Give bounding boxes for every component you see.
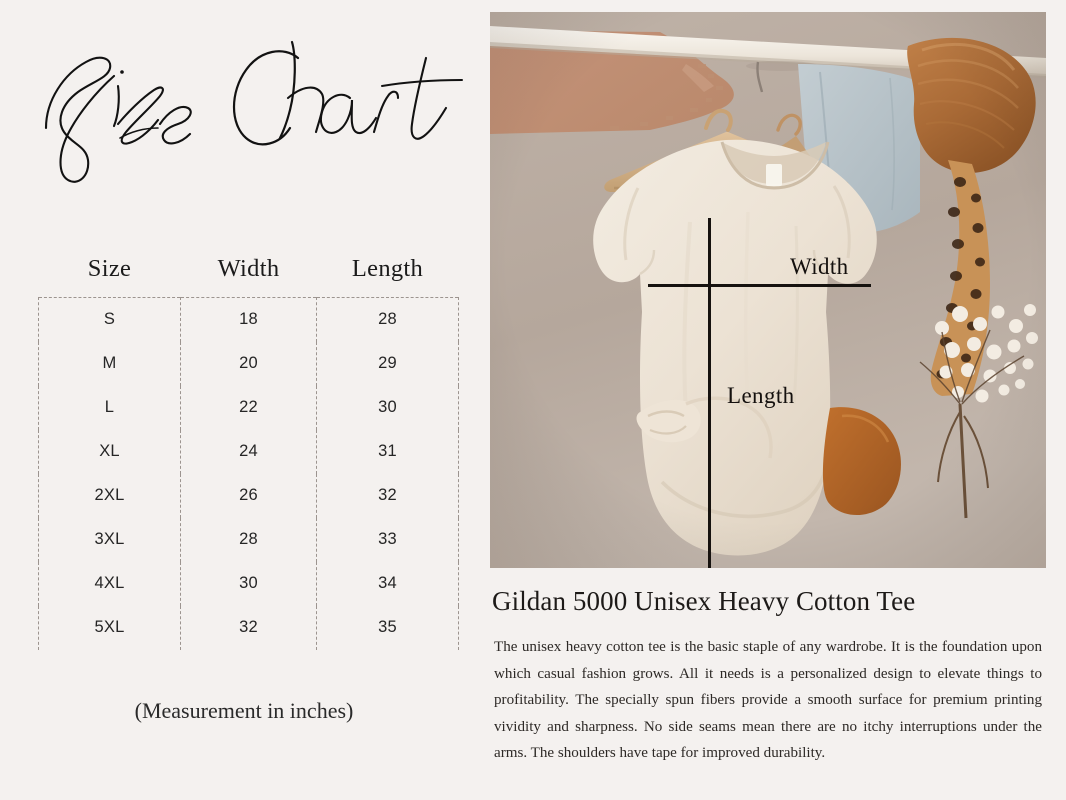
cell-width: 22 bbox=[180, 385, 317, 430]
size-table-header-row: Size Width Length bbox=[38, 255, 459, 298]
column-header-size: Size bbox=[87, 255, 132, 282]
cell-length: 32 bbox=[316, 473, 459, 518]
cell-size: M bbox=[38, 341, 181, 386]
cell-length: 29 bbox=[316, 341, 459, 386]
cell-length: 30 bbox=[316, 385, 459, 430]
product-photo: Width Length bbox=[490, 12, 1046, 568]
cell-width: 24 bbox=[180, 429, 317, 474]
cell-size: 2XL bbox=[38, 473, 181, 518]
column-header-width: Width bbox=[217, 255, 280, 282]
cell-length: 31 bbox=[316, 429, 459, 474]
cell-size: S bbox=[38, 297, 181, 342]
table-row: XL 24 31 bbox=[38, 429, 459, 474]
cell-width: 18 bbox=[180, 297, 317, 342]
cell-length: 34 bbox=[316, 561, 459, 606]
right-panel: Width Length Gildan 5000 Unisex Heavy Co… bbox=[488, 0, 1066, 800]
cell-size: 5XL bbox=[38, 605, 181, 650]
cell-width: 26 bbox=[180, 473, 317, 518]
column-header-length: Length bbox=[351, 255, 424, 282]
cell-width: 30 bbox=[180, 561, 317, 606]
table-row: M 20 29 bbox=[38, 341, 459, 386]
table-row: 5XL 32 35 bbox=[38, 605, 459, 650]
product-title: Gildan 5000 Unisex Heavy Cotton Tee bbox=[492, 586, 916, 616]
cell-width: 20 bbox=[180, 341, 317, 386]
cell-size: L bbox=[38, 385, 181, 430]
cell-length: 28 bbox=[316, 297, 459, 342]
size-table: Size Width Length S 18 28 M 20 29 bbox=[38, 255, 459, 650]
table-row: L 22 30 bbox=[38, 385, 459, 430]
cell-size: XL bbox=[38, 429, 181, 474]
table-row: 4XL 30 34 bbox=[38, 561, 459, 606]
size-table-head: Size Width Length bbox=[38, 255, 459, 298]
measurement-unit-note: (Measurement in inches) bbox=[134, 698, 354, 723]
cell-size: 3XL bbox=[38, 517, 181, 562]
cell-size: 4XL bbox=[38, 561, 181, 606]
table-row: 2XL 26 32 bbox=[38, 473, 459, 518]
left-panel: Size Width Length S 18 28 M 20 29 bbox=[0, 0, 488, 800]
page-title bbox=[34, 28, 484, 188]
cell-length: 35 bbox=[316, 605, 459, 650]
cell-width: 28 bbox=[180, 517, 317, 562]
cell-length: 33 bbox=[316, 517, 459, 562]
size-table-body: S 18 28 M 20 29 L 22 30 XL bbox=[38, 297, 459, 650]
product-description: The unisex heavy cotton tee is the basic… bbox=[494, 639, 1042, 761]
cell-width: 32 bbox=[180, 605, 317, 650]
table-row: S 18 28 bbox=[38, 297, 459, 342]
size-table-container: Size Width Length S 18 28 M 20 29 bbox=[38, 255, 459, 650]
table-row: 3XL 28 33 bbox=[38, 517, 459, 562]
